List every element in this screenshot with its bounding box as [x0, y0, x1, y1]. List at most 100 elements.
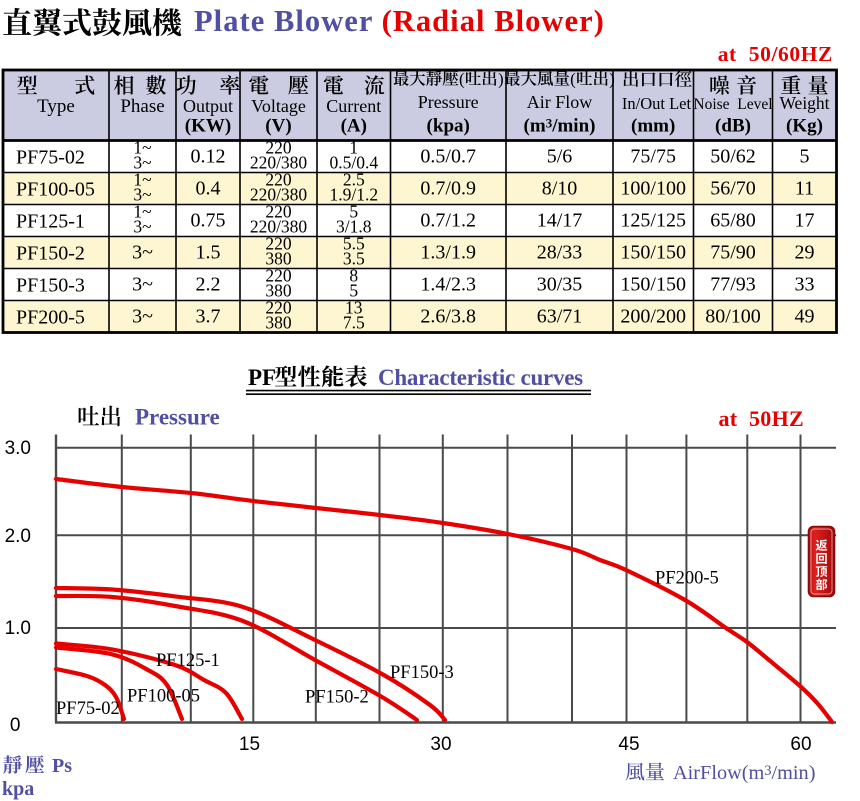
svg-text:Air Flow: Air Flow — [527, 92, 593, 112]
svg-text:(: ( — [459, 70, 465, 89]
svg-text:3~: 3~ — [132, 242, 153, 264]
svg-text:AirFlow(m3/min): AirFlow(m3/min) — [673, 762, 815, 784]
svg-text:1~: 1~ — [133, 138, 151, 158]
svg-text:1.3/1.9: 1.3/1.9 — [420, 242, 476, 264]
svg-text:Pressure: Pressure — [135, 405, 220, 430]
svg-text:(KW): (KW) — [185, 116, 231, 137]
svg-text:3~: 3~ — [133, 217, 151, 237]
svg-text:14/17: 14/17 — [537, 210, 583, 232]
svg-text:PF100-05: PF100-05 — [16, 178, 95, 200]
svg-text:5: 5 — [349, 202, 358, 222]
svg-text:2.6/3.8: 2.6/3.8 — [420, 306, 476, 328]
svg-text:PF75-02: PF75-02 — [56, 699, 120, 719]
svg-text:(m3/min): (m3/min) — [524, 116, 596, 137]
svg-text:100/100: 100/100 — [620, 178, 686, 200]
svg-text:Phase: Phase — [120, 96, 164, 117]
svg-text:Type: Type — [37, 96, 75, 117]
svg-text:220: 220 — [265, 170, 292, 190]
svg-text:(V): (V) — [265, 116, 291, 137]
svg-text:11: 11 — [795, 178, 814, 200]
svg-text:3~: 3~ — [132, 306, 153, 328]
svg-text:220/380: 220/380 — [250, 217, 308, 237]
svg-text:77/93: 77/93 — [710, 274, 756, 296]
svg-text:1.5: 1.5 — [196, 242, 221, 264]
svg-text:1.9/1.2: 1.9/1.2 — [329, 185, 378, 205]
svg-text:220: 220 — [265, 266, 292, 286]
svg-text:5: 5 — [349, 281, 358, 301]
svg-text:28/33: 28/33 — [537, 242, 583, 264]
svg-text:at 50HZ: at 50HZ — [718, 406, 804, 431]
svg-text:Noise Level: Noise Level — [693, 96, 772, 113]
svg-text:5.5: 5.5 — [343, 234, 365, 254]
svg-text:Ps: Ps — [52, 755, 72, 777]
svg-text:5/6: 5/6 — [547, 146, 573, 168]
svg-text:PF125-1: PF125-1 — [16, 210, 85, 232]
svg-text:Current: Current — [326, 96, 381, 116]
svg-text:kpa: kpa — [2, 778, 34, 800]
svg-text:2.5: 2.5 — [343, 170, 365, 190]
svg-text:3.5: 3.5 — [343, 249, 365, 269]
svg-text:Pressure: Pressure — [418, 92, 479, 112]
svg-text:): ) — [498, 70, 504, 89]
svg-text:49: 49 — [795, 306, 815, 328]
svg-text:220/380: 220/380 — [250, 185, 308, 205]
svg-text:13: 13 — [345, 298, 363, 318]
svg-text:0.7/0.9: 0.7/0.9 — [420, 178, 476, 200]
svg-text:1.4/2.3: 1.4/2.3 — [420, 274, 476, 296]
svg-text:2.2: 2.2 — [196, 274, 221, 296]
svg-text:(kpa): (kpa) — [427, 116, 470, 137]
svg-text:65/80: 65/80 — [710, 210, 756, 232]
svg-text:56/70: 56/70 — [710, 178, 756, 200]
svg-text:220: 220 — [265, 298, 292, 318]
svg-text:Plate Blower (Radial Blower): Plate Blower (Radial Blower) — [194, 4, 605, 38]
svg-text:2.0: 2.0 — [5, 526, 31, 547]
svg-text:150/150: 150/150 — [620, 274, 686, 296]
svg-text:PF150-2: PF150-2 — [16, 242, 85, 264]
svg-text:PF100-05: PF100-05 — [127, 687, 200, 707]
svg-text:3~: 3~ — [133, 185, 151, 205]
svg-text:1~: 1~ — [133, 202, 151, 222]
svg-text:150/150: 150/150 — [620, 242, 686, 264]
svg-text:17: 17 — [795, 210, 815, 232]
svg-text:Voltage: Voltage — [251, 96, 306, 116]
svg-text:(Kg): (Kg) — [786, 116, 823, 137]
svg-text:8: 8 — [349, 266, 358, 286]
svg-text:220/380: 220/380 — [250, 153, 308, 173]
svg-text:30: 30 — [430, 734, 451, 755]
svg-text:3/1.8: 3/1.8 — [336, 217, 372, 237]
svg-text:63/71: 63/71 — [537, 306, 583, 328]
svg-text:125/125: 125/125 — [620, 210, 686, 232]
svg-text:0.5/0.7: 0.5/0.7 — [420, 146, 476, 168]
svg-text:In/Out Let: In/Out Let — [622, 94, 692, 113]
svg-text:0.4: 0.4 — [196, 178, 221, 200]
svg-text:380: 380 — [265, 249, 292, 269]
svg-text:75/75: 75/75 — [630, 146, 676, 168]
svg-text:7.5: 7.5 — [343, 313, 365, 333]
svg-text:PF150-2: PF150-2 — [305, 688, 369, 708]
svg-text:0.7/1.2: 0.7/1.2 — [420, 210, 476, 232]
svg-text:50/62: 50/62 — [710, 146, 756, 168]
svg-text:60: 60 — [790, 734, 811, 755]
svg-text:1: 1 — [349, 138, 358, 158]
svg-text:33: 33 — [795, 274, 815, 296]
svg-text:29: 29 — [795, 242, 815, 264]
svg-text:PF75-02: PF75-02 — [16, 146, 85, 168]
svg-text:PF125-1: PF125-1 — [156, 651, 220, 671]
svg-text:(A): (A) — [341, 116, 367, 137]
svg-text:PF200-5: PF200-5 — [16, 306, 85, 328]
svg-text:1~: 1~ — [133, 170, 151, 190]
svg-text:0.5/0.4: 0.5/0.4 — [329, 153, 378, 173]
svg-text:3.7: 3.7 — [196, 306, 221, 328]
svg-text:at 50/60HZ: at 50/60HZ — [718, 42, 833, 66]
svg-text:30/35: 30/35 — [537, 274, 583, 296]
svg-text:(dB): (dB) — [715, 116, 751, 137]
svg-text:380: 380 — [265, 313, 292, 333]
svg-text:380: 380 — [265, 281, 292, 301]
svg-text:1.0: 1.0 — [5, 618, 31, 639]
svg-text:220: 220 — [265, 202, 292, 222]
svg-text:(mm): (mm) — [631, 116, 675, 137]
svg-text:): ) — [609, 70, 615, 89]
svg-text:75/90: 75/90 — [710, 242, 756, 264]
svg-text:Characteristic curves: Characteristic curves — [378, 365, 583, 390]
svg-text:Output: Output — [183, 96, 233, 116]
